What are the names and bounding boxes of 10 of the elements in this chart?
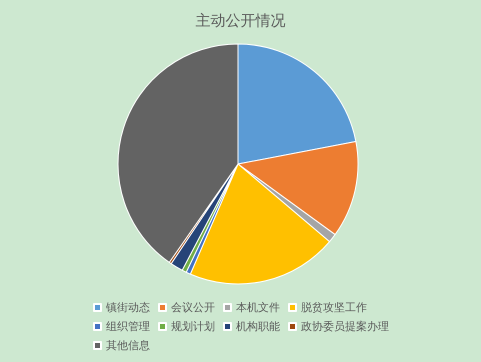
legend-label: 机构职能 [236,320,280,333]
chart-title: 主动公开情况 [196,12,286,30]
legend-label: 脱贫攻坚工作 [301,301,367,314]
legend-label: 镇街动态 [105,301,150,314]
legend-label: 组织管理 [106,320,150,333]
legend-label: 其他信息 [106,339,150,352]
legend-label: 会议公开 [171,301,215,314]
legend-label: 规划计划 [171,320,215,333]
legend-label: 政协委员提案办理 [301,320,389,333]
legend-label: 本机文件 [236,301,280,314]
